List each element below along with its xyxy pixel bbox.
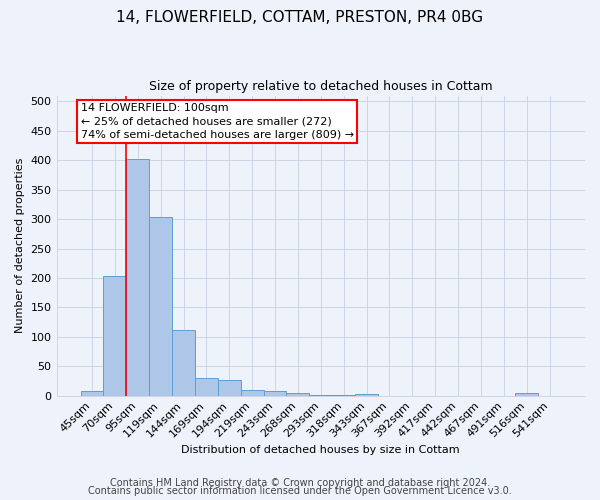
Y-axis label: Number of detached properties: Number of detached properties	[15, 158, 25, 334]
Text: 14, FLOWERFIELD, COTTAM, PRESTON, PR4 0BG: 14, FLOWERFIELD, COTTAM, PRESTON, PR4 0B…	[116, 10, 484, 25]
Bar	[515, 394, 538, 396]
X-axis label: Distribution of detached houses by size in Cottam: Distribution of detached houses by size …	[181, 445, 460, 455]
Bar	[286, 394, 310, 396]
Bar	[310, 395, 332, 396]
Title: Size of property relative to detached houses in Cottam: Size of property relative to detached ho…	[149, 80, 493, 93]
Bar	[355, 394, 378, 396]
Text: Contains public sector information licensed under the Open Government Licence v3: Contains public sector information licen…	[88, 486, 512, 496]
Bar	[241, 390, 263, 396]
Bar	[127, 158, 149, 396]
Bar	[263, 391, 286, 396]
Bar	[195, 378, 218, 396]
Bar	[103, 276, 127, 396]
Bar	[332, 395, 355, 396]
Text: 14 FLOWERFIELD: 100sqm
← 25% of detached houses are smaller (272)
74% of semi-de: 14 FLOWERFIELD: 100sqm ← 25% of detached…	[80, 103, 353, 140]
Bar	[172, 330, 195, 396]
Bar	[80, 391, 103, 396]
Text: Contains HM Land Registry data © Crown copyright and database right 2024.: Contains HM Land Registry data © Crown c…	[110, 478, 490, 488]
Bar	[149, 218, 172, 396]
Bar	[218, 380, 241, 396]
